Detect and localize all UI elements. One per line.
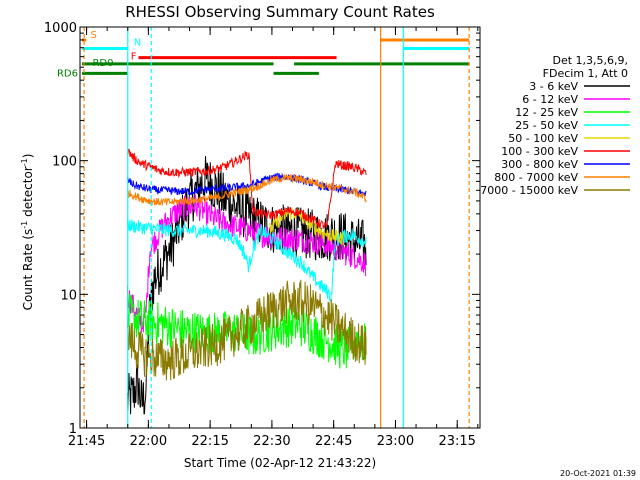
- y-axis-label-end: ): [21, 154, 35, 159]
- flag-label-3: RD0: [92, 58, 113, 69]
- series-line-8: [126, 279, 367, 381]
- legend-label-6: 300 - 800 keV: [501, 158, 578, 171]
- chart-title: RHESSI Observing Summary Count Rates: [125, 3, 435, 21]
- plot-axes: 1 10 100 1000 21:45 22:00 22:15 22:30 22:45 23:00…: [44, 21, 481, 449]
- plot-vlines: [83, 27, 470, 428]
- y-axis-label-rest: detector: [21, 166, 35, 221]
- y-axis-label-sup2: -1: [20, 158, 29, 166]
- series-line-7: [126, 173, 367, 207]
- y-tick-label: 10: [60, 288, 77, 303]
- plot-frame: [79, 26, 481, 429]
- series-line-3: [126, 218, 367, 303]
- x-tick-label: 22:30: [253, 434, 290, 449]
- x-tick-label: 22:45: [315, 434, 352, 449]
- x-axis-label: Start Time (02-Apr-12 21:43:22): [184, 456, 376, 470]
- series-line-5: [126, 148, 367, 229]
- flag-label-4: RD6: [57, 68, 78, 79]
- flag-label-0: S: [90, 30, 96, 41]
- legend-label-0: 3 - 6 keV: [529, 80, 578, 93]
- x-tick-label: 23:00: [377, 434, 414, 449]
- x-tick-label: 21:45: [68, 434, 105, 449]
- plot-series: [126, 148, 367, 415]
- legend-header-1: FDecim 1, Att 0: [543, 67, 628, 80]
- plot-legend: Det 1,3,5,6,9,FDecim 1, Att 03 - 6 keV6 …: [480, 54, 630, 197]
- y-axis-label-main: Count Rate (s: [21, 229, 35, 311]
- legend-label-4: 50 - 100 keV: [508, 132, 578, 145]
- flag-label-2: F: [131, 52, 137, 63]
- y-tick-label: 1000: [44, 21, 77, 36]
- x-tick-label: 22:15: [191, 434, 228, 449]
- y-axis-label: Count Rate (s-1 detector-1): [20, 154, 35, 311]
- plot-flags: S NF RD0 RD6: [57, 30, 470, 79]
- legend-label-7: 800 - 7000 keV: [494, 171, 578, 184]
- x-tick-label: 22:00: [130, 434, 167, 449]
- timestamp: 20-Oct-2021 01:39: [560, 469, 636, 478]
- legend-label-5: 100 - 300 keV: [501, 145, 578, 158]
- legend-label-2: 12 - 25 keV: [515, 106, 578, 119]
- flag-label-1: N: [134, 38, 141, 49]
- x-tick-label: 23:15: [438, 434, 475, 449]
- legend-label-3: 25 - 50 keV: [515, 119, 578, 132]
- legend-label-1: 6 - 12 keV: [522, 93, 578, 106]
- legend-header-0: Det 1,3,5,6,9,: [552, 54, 628, 67]
- legend-label-8: 7000 - 15000 keV: [480, 184, 578, 197]
- series-line-1: [126, 194, 367, 334]
- y-tick-label: 1: [69, 422, 77, 437]
- y-axis-label-sup: -1: [20, 221, 29, 229]
- y-tick-label: 100: [52, 155, 77, 170]
